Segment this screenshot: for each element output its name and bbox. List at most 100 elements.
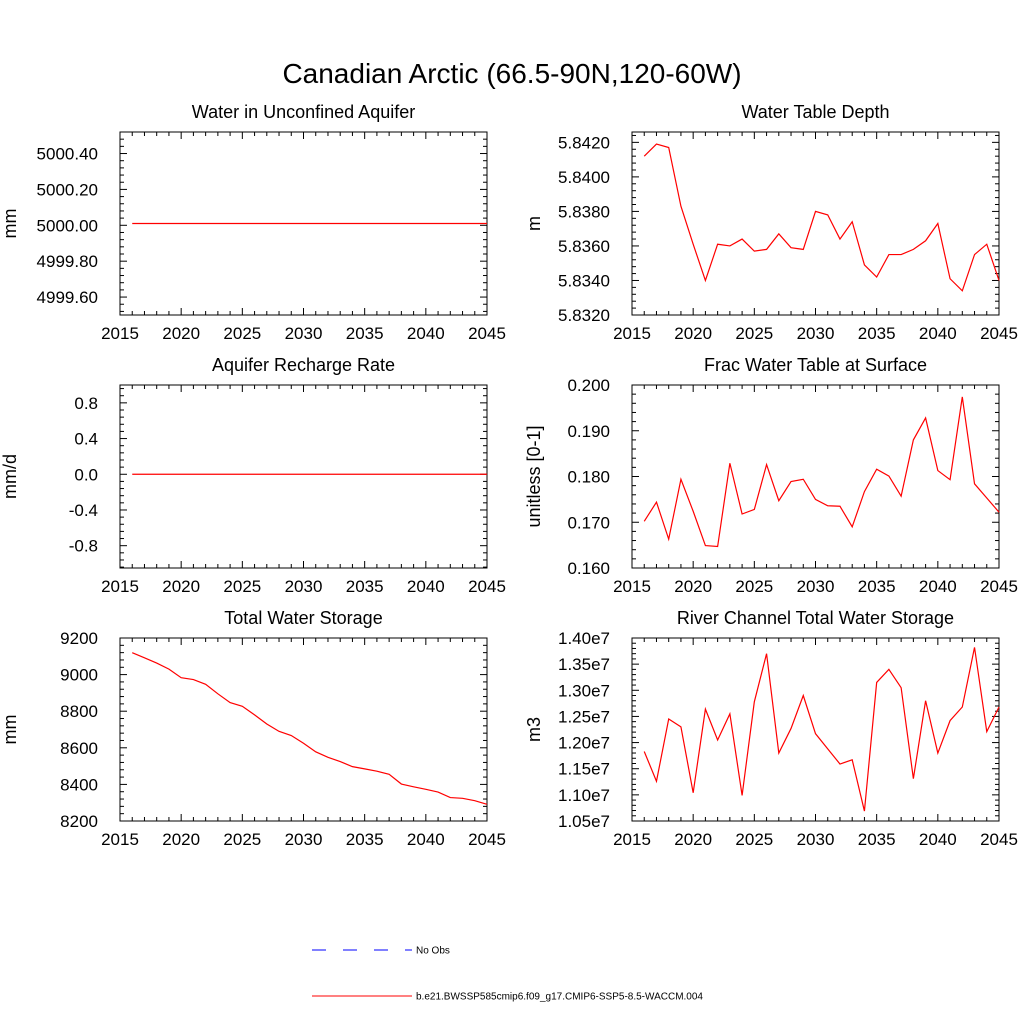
y-tick-label: 0.4 [74, 430, 98, 449]
legend-label: b.e21.BWSSP585cmip6.f09_g17.CMIP6-SSP5-8… [416, 992, 703, 1003]
y-tick-label: -0.4 [69, 501, 98, 520]
plot-frame [119, 384, 488, 569]
y-tick-label: 1.40e7 [558, 629, 610, 648]
x-tick-label: 2025 [223, 830, 261, 849]
y-tick-label: 5.8320 [558, 306, 610, 325]
y-tick-label: 8800 [60, 702, 98, 721]
y-tick-label: 5000.40 [37, 145, 98, 164]
x-tick-label: 2020 [674, 830, 712, 849]
x-tick-label: 2020 [674, 324, 712, 343]
y-tick-label: 8600 [60, 739, 98, 758]
x-tick-label: 2040 [919, 577, 957, 596]
chart-panel: 2015 2020 2025 2030 2035 2040 2045 5.8320 5.8340… [524, 102, 1018, 343]
x-tick-label: 2045 [980, 577, 1018, 596]
x-tick-label: 2035 [346, 324, 384, 343]
x-tick-label: 2045 [468, 577, 506, 596]
y-tick-label: 5.8360 [558, 237, 610, 256]
y-tick-label: 8400 [60, 775, 98, 794]
y-axis-label: mm [0, 715, 20, 745]
x-tick-label: 2035 [858, 577, 896, 596]
plot-frame [631, 384, 1000, 569]
x-tick-label: 2035 [346, 577, 384, 596]
x-tick-label: 2030 [285, 830, 323, 849]
chart-panel: 2015 2020 2025 2030 2035 2040 2045 -0.8 -0.4 0.0 0… [0, 355, 506, 596]
x-tick-label: 2040 [919, 830, 957, 849]
y-tick-label: 0.160 [567, 559, 610, 578]
panel-title: Water in Unconfined Aquifer [192, 102, 415, 122]
y-tick-label: 8200 [60, 812, 98, 831]
series-line [131, 652, 488, 805]
x-tick-label: 2040 [407, 577, 445, 596]
x-tick-label: 2035 [346, 830, 384, 849]
y-tick-label: 5000.20 [37, 180, 98, 199]
y-axis-label: mm [0, 209, 20, 239]
y-tick-label: 1.30e7 [558, 681, 610, 700]
legend-label: No Obs [416, 946, 450, 957]
y-tick-label: 5.8400 [558, 168, 610, 187]
y-tick-label: 0.170 [567, 513, 610, 532]
x-tick-label: 2015 [613, 830, 651, 849]
x-tick-label: 2025 [223, 577, 261, 596]
y-tick-label: 0.190 [567, 422, 610, 441]
panel-title: Total Water Storage [224, 608, 382, 628]
x-tick-label: 2045 [980, 324, 1018, 343]
y-tick-label: 4999.80 [37, 252, 98, 271]
y-tick-label: 5.8420 [558, 133, 610, 152]
legend-entry: No Obs [312, 946, 450, 957]
x-tick-label: 2035 [858, 324, 896, 343]
legend: No Obs b.e21.BWSSP585cmip6.f09_g17.CMIP6-… [312, 946, 703, 1003]
legend-entry: b.e21.BWSSP585cmip6.f09_g17.CMIP6-SSP5-8… [312, 992, 703, 1003]
y-axis-label: mm/d [0, 454, 20, 499]
chart-panel: 2015 2020 2025 2030 2035 2040 2045 1.05e7 1.10e7… [524, 608, 1018, 849]
x-tick-label: 2030 [797, 577, 835, 596]
y-tick-label: 1.35e7 [558, 655, 610, 674]
x-tick-label: 2015 [101, 577, 139, 596]
x-tick-label: 2040 [407, 324, 445, 343]
series-line [643, 647, 1000, 812]
y-tick-label: 5000.00 [37, 216, 98, 235]
y-tick-label: -0.8 [69, 537, 98, 556]
chart-panel: 2015 2020 2025 2030 2035 2040 2045 8200 8400 8600… [0, 608, 506, 849]
x-tick-label: 2045 [468, 324, 506, 343]
y-tick-label: 1.20e7 [558, 734, 610, 753]
panel-title: River Channel Total Water Storage [677, 608, 954, 628]
panel-title: Aquifer Recharge Rate [212, 355, 395, 375]
y-tick-label: 5.8340 [558, 271, 610, 290]
x-tick-label: 2025 [223, 324, 261, 343]
x-tick-label: 2030 [797, 830, 835, 849]
y-axis-label: unitless [0-1] [524, 425, 544, 527]
x-tick-label: 2025 [735, 324, 773, 343]
x-tick-label: 2015 [613, 577, 651, 596]
y-tick-label: 1.05e7 [558, 812, 610, 831]
y-tick-label: 4999.60 [37, 288, 98, 307]
x-tick-label: 2020 [162, 577, 200, 596]
x-tick-label: 2015 [613, 324, 651, 343]
figure-title: Canadian Arctic (66.5-90N,120-60W) [282, 58, 741, 89]
y-tick-label: 1.25e7 [558, 707, 610, 726]
y-axis-label: m [524, 216, 544, 231]
y-tick-label: 9000 [60, 666, 98, 685]
x-tick-label: 2025 [735, 577, 773, 596]
panel-title: Frac Water Table at Surface [704, 355, 927, 375]
y-tick-label: 9200 [60, 629, 98, 648]
x-tick-label: 2020 [162, 324, 200, 343]
x-tick-label: 2035 [858, 830, 896, 849]
x-tick-label: 2020 [674, 577, 712, 596]
panels: 2015 2020 2025 2030 2035 2040 2045 4999.60 4999.… [0, 102, 1018, 849]
y-tick-label: 0.8 [74, 394, 98, 413]
y-tick-label: 1.10e7 [558, 786, 610, 805]
x-tick-label: 2030 [285, 577, 323, 596]
series-line [643, 143, 1000, 292]
plot-frame [631, 637, 1000, 822]
x-tick-label: 2040 [919, 324, 957, 343]
y-tick-label: 0.200 [567, 376, 610, 395]
x-tick-label: 2030 [797, 324, 835, 343]
y-tick-label: 0.0 [74, 465, 98, 484]
x-tick-label: 2045 [980, 830, 1018, 849]
y-axis-label: m3 [524, 717, 544, 742]
x-tick-label: 2015 [101, 830, 139, 849]
y-tick-label: 1.15e7 [558, 760, 610, 779]
x-tick-label: 2025 [735, 830, 773, 849]
x-tick-label: 2030 [285, 324, 323, 343]
